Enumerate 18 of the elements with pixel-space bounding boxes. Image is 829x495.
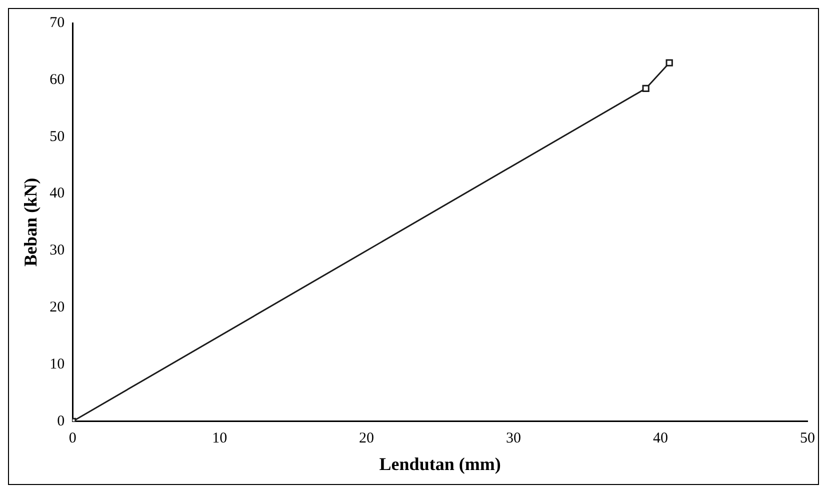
y-tick-label: 20 <box>50 300 65 316</box>
y-axis-title: Beban (kN) <box>20 178 40 266</box>
y-tick-label: 0 <box>57 413 65 430</box>
y-tick-label: 50 <box>50 128 65 145</box>
y-tick-label: 10 <box>50 356 65 372</box>
y-tick-label: 40 <box>50 186 65 202</box>
x-tick-label: 50 <box>800 430 815 446</box>
x-tick-label: 30 <box>506 430 522 446</box>
point <box>666 59 673 66</box>
y-tick-label: 30 <box>50 242 65 259</box>
y-tick-label: 60 <box>50 72 65 88</box>
y-tick-label: 70 <box>50 14 65 31</box>
x-tick-label: 10 <box>212 430 228 446</box>
x-tick-label: 0 <box>68 430 76 446</box>
x-tick-label: 40 <box>653 430 668 446</box>
point <box>642 84 650 92</box>
x-tick-label: 20 <box>359 430 374 446</box>
x-axis-title: Lendutan (mm) <box>379 454 501 474</box>
